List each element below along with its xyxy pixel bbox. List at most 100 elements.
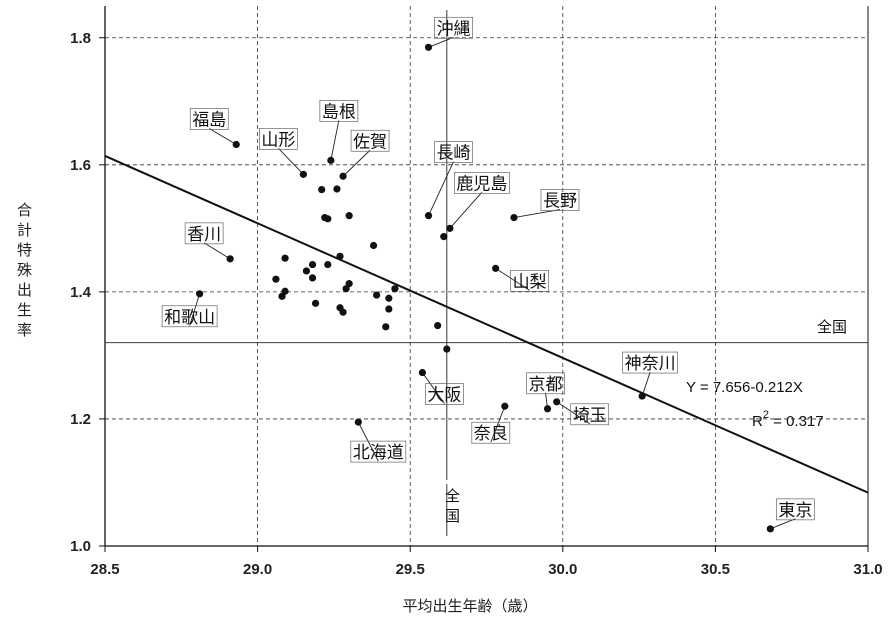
data-point-神奈川 [638, 392, 646, 400]
label-box [161, 305, 218, 328]
data-point [324, 260, 332, 269]
axes [99, 6, 869, 552]
data-points [196, 43, 774, 533]
leader-line [209, 128, 237, 145]
point-label-佐賀: 佐賀 [353, 132, 387, 152]
data-point [369, 241, 378, 250]
x-tick-label: 29.5 [396, 561, 425, 578]
data-point [278, 292, 286, 300]
national-v-label-2: 国 [445, 507, 460, 525]
label-box [622, 351, 679, 374]
annotations: 全国 全 国 Y = 7.656-0.212X R2 = 0.317 合計特殊出… [17, 201, 847, 615]
data-point-奈良 [501, 402, 509, 410]
y-axis-title-char: 出 [17, 281, 32, 299]
data-point-東京 [766, 525, 774, 533]
data-point-和歌山 [196, 290, 204, 298]
y-tick-label: 1.2 [70, 411, 91, 428]
national-v-label-1: 全 [445, 487, 460, 505]
data-point [440, 233, 448, 241]
r2-letter: R [752, 413, 763, 430]
data-point-鹿児島 [446, 224, 454, 232]
leader-line [556, 401, 590, 425]
point-label-奈良: 奈良 [474, 424, 508, 444]
label-box [350, 129, 390, 152]
data-point [443, 345, 451, 353]
label-box [570, 403, 610, 426]
y-axis-title-char: 生 [17, 301, 32, 319]
point-label-鹿児島: 鹿児島 [456, 174, 507, 194]
leader-line [490, 406, 506, 443]
label-box [259, 128, 298, 150]
label-box [434, 141, 473, 163]
y-axis-title-char: 率 [17, 321, 32, 339]
x-tick-label: 30.5 [701, 561, 730, 578]
leader-line [203, 242, 231, 260]
data-point [385, 305, 393, 313]
point-label-長野: 長野 [543, 192, 577, 212]
data-point [336, 252, 344, 260]
y-axis-title-char: 特 [17, 241, 32, 259]
data-point-福島 [232, 140, 240, 149]
leader-line [428, 161, 454, 216]
data-point-京都 [543, 405, 552, 413]
data-point-山形 [299, 170, 307, 178]
data-point [308, 260, 317, 269]
x-axis-title: 平均出生年齢（歳） [402, 597, 537, 615]
data-point-佐賀 [339, 172, 347, 180]
point-label-京都: 京都 [529, 375, 563, 395]
leader-line [189, 293, 201, 326]
r2-label: R2 = 0.317 [752, 409, 824, 430]
tick-labels: 28.5 29.0 29.5 30.0 30.5 31.0 1.0 1.2 1.4 1.6 1.8 [70, 30, 882, 578]
data-point [434, 321, 442, 330]
data-point-島根 [327, 156, 335, 164]
data-point [272, 275, 280, 283]
label-box [425, 383, 464, 405]
point-label-神奈川: 神奈川 [625, 354, 676, 374]
leader-line [770, 518, 796, 530]
point-label-山形: 山形 [261, 130, 295, 150]
leader-line [495, 267, 530, 291]
x-tick-label: 31.0 [853, 561, 882, 578]
x-tick-label: 29.0 [243, 561, 272, 578]
leader-line [342, 149, 371, 177]
leader-line [357, 421, 379, 462]
data-point [382, 323, 390, 331]
label-box [510, 270, 550, 292]
grid [105, 6, 868, 546]
point-label-和歌山: 和歌山 [164, 308, 215, 328]
data-point-長野 [510, 213, 518, 222]
y-axis-title-char: 計 [17, 221, 32, 239]
point-label-香川: 香川 [187, 225, 221, 245]
y-tick-label: 1.4 [70, 284, 92, 301]
r2-superscript: 2 [763, 409, 769, 421]
data-point-香川 [226, 255, 234, 263]
leader-line [449, 192, 483, 229]
data-point [373, 291, 381, 299]
data-point [308, 274, 317, 282]
y-axis-title-char: 合 [17, 201, 32, 219]
label-box [540, 189, 580, 211]
label-box [350, 440, 407, 463]
data-point-北海道 [354, 418, 362, 426]
x-tick-label: 30.0 [548, 561, 577, 578]
label-box [434, 16, 473, 39]
leader-line [641, 371, 651, 397]
label-box [319, 100, 359, 122]
label-leader-lines [189, 36, 796, 530]
point-label-長崎: 長崎 [437, 144, 471, 164]
data-point [324, 215, 332, 223]
data-point [302, 267, 311, 275]
leader-line [330, 120, 340, 161]
point-label-埼玉: 埼玉 [573, 406, 607, 426]
label-box [454, 172, 510, 194]
regression-line-group [104, 155, 869, 494]
point-label-山梨: 山梨 [513, 272, 547, 292]
leader-line [428, 36, 454, 48]
national-h-label: 全国 [817, 318, 847, 336]
point-label-福島: 福島 [192, 110, 226, 130]
data-point-大阪 [418, 368, 427, 377]
y-tick-label: 1.6 [70, 157, 91, 174]
data-point [318, 186, 326, 194]
